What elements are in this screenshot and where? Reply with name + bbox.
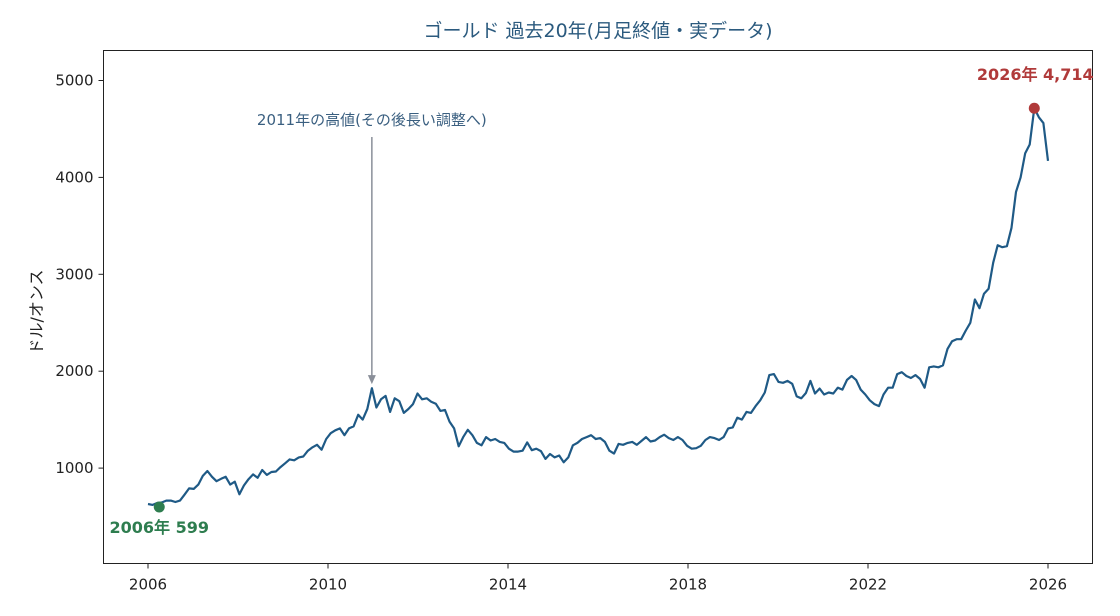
price-series-line bbox=[147, 107, 1050, 506]
plot-area-frame bbox=[103, 50, 1093, 564]
x-tick-label: 2026 bbox=[1029, 576, 1067, 594]
peak-arrow-head bbox=[367, 375, 376, 385]
peak-annotation-text: 2011年の高値(その後長い調整へ) bbox=[257, 111, 487, 129]
y-tick-label: 3000 bbox=[55, 265, 93, 283]
x-tick-label: 2014 bbox=[489, 576, 527, 594]
x-tick-label: 2022 bbox=[849, 576, 887, 594]
y-tick-label: 2000 bbox=[55, 362, 93, 380]
y-tick-label: 5000 bbox=[55, 72, 93, 90]
end-point-marker bbox=[1028, 102, 1040, 114]
y-tick-label: 4000 bbox=[55, 168, 93, 186]
y-axis: 1000 2000 3000 4000 5000 bbox=[55, 72, 104, 477]
x-tick-label: 2018 bbox=[669, 576, 707, 594]
y-axis-label: ドル/オンス bbox=[27, 269, 46, 354]
x-axis: 2006 2010 2014 2018 2022 2026 bbox=[129, 563, 1067, 594]
x-tick-label: 2006 bbox=[129, 576, 167, 594]
start-point-label: 2006年 599 bbox=[109, 518, 209, 537]
y-tick-label: 1000 bbox=[55, 459, 93, 477]
end-point-label: 2026年 4,714 bbox=[977, 65, 1094, 84]
chart-title: ゴールド 過去20年(月足終値・実データ) bbox=[423, 20, 772, 42]
x-tick-label: 2010 bbox=[309, 576, 347, 594]
start-point-marker bbox=[153, 501, 165, 513]
